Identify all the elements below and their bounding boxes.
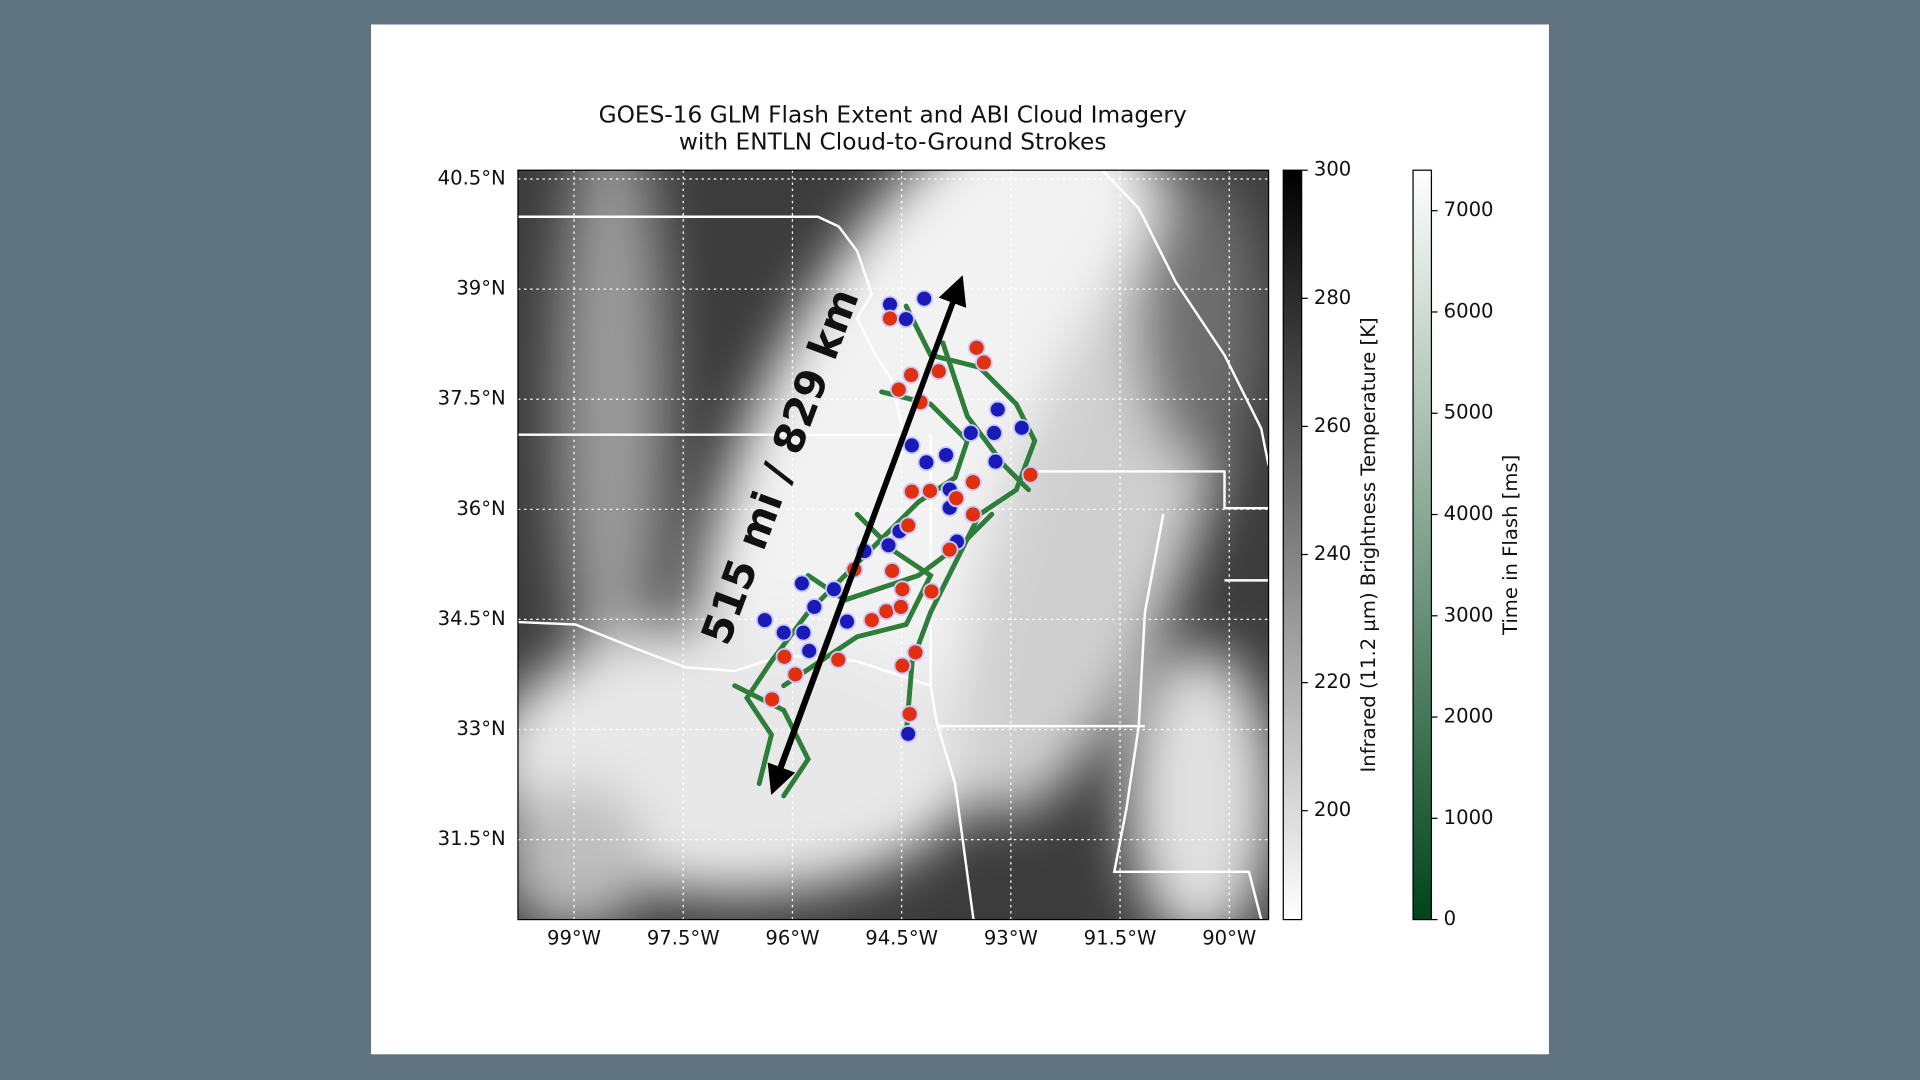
cg-stroke	[775, 647, 794, 666]
colorbar	[1412, 169, 1433, 921]
colorbar-tick-label: 240	[1314, 542, 1351, 565]
x-tick-label: 94.5°W	[865, 927, 938, 950]
colorbar-label: Infrared (11.2 µm) Brightness Temperatur…	[1357, 317, 1380, 772]
x-tick-label: 93°W	[984, 927, 1038, 950]
cg-stroke	[892, 598, 910, 616]
x-tick-label: 90°W	[1202, 927, 1256, 950]
cg-stroke	[900, 705, 919, 723]
x-tick-label: 96°W	[765, 927, 819, 950]
colorbar-tick-label: 4000	[1444, 502, 1494, 525]
cg-stroke	[805, 598, 824, 616]
cg-stroke	[899, 725, 918, 743]
colorbar-tick-label: 300	[1314, 158, 1351, 181]
cg-stroke	[793, 574, 811, 593]
cg-stroke	[755, 611, 774, 630]
x-tick-label: 99°W	[547, 927, 601, 950]
cg-stroke	[940, 540, 959, 559]
cg-stroke	[838, 612, 856, 631]
cg-stroke	[877, 602, 896, 621]
colorbar-tick-label: 6000	[1444, 299, 1494, 322]
cg-stroke	[967, 338, 986, 357]
cg-stroke	[922, 582, 941, 601]
state-borders	[517, 170, 1269, 920]
subtitle: with ENTLN Cloud-to-Ground Strokes	[679, 128, 1107, 155]
cg-stroke	[883, 562, 902, 580]
cg-stroke	[889, 380, 908, 399]
cg-stroke	[829, 650, 848, 669]
colorbar-label: Time in Flash [ms]	[1499, 455, 1522, 636]
cg-stroke	[763, 690, 781, 709]
cg-stroke	[825, 580, 843, 599]
map-frame	[517, 169, 1270, 921]
cg-stroke	[915, 289, 934, 308]
x-tick-label: 91.5°W	[1084, 927, 1157, 950]
cg-stroke	[897, 310, 915, 329]
cg-stroke	[986, 452, 1005, 471]
cg-stroke	[961, 424, 980, 442]
cg-stroke	[893, 580, 912, 599]
colorbar-tick-label: 260	[1314, 414, 1351, 437]
y-tick-label: 33°N	[456, 717, 505, 740]
cg-stroke	[786, 665, 805, 684]
y-tick-label: 39°N	[456, 277, 505, 300]
cg-stroke	[800, 642, 819, 660]
colorbar	[1282, 169, 1303, 921]
cg-stroke	[964, 473, 982, 492]
cg-stroke	[929, 362, 948, 381]
cg-stroke	[774, 623, 793, 642]
colorbar-tick-label: 280	[1314, 286, 1351, 309]
title: GOES-16 GLM Flash Extent and ABI Cloud I…	[599, 101, 1187, 128]
cg-stroke	[947, 489, 966, 508]
cg-stroke	[902, 482, 921, 501]
cg-stroke	[988, 400, 1007, 419]
y-tick-label: 31.5°N	[438, 827, 506, 850]
cg-stroke	[906, 643, 925, 662]
cg-stroke	[899, 516, 918, 535]
cg-stroke	[964, 505, 982, 524]
cg-stroke	[917, 453, 936, 472]
y-tick-label: 40.5°N	[438, 167, 506, 190]
cg-stroke	[921, 482, 939, 500]
cg-stroke	[893, 656, 912, 675]
cg-stroke	[985, 424, 1003, 442]
colorbar-tick-label: 1000	[1444, 806, 1494, 829]
colorbar-tick-label: 2000	[1444, 705, 1494, 728]
y-tick-label: 37.5°N	[438, 387, 506, 410]
cg-stroke	[1012, 418, 1031, 437]
y-tick-label: 34.5°N	[438, 607, 506, 630]
cg-stroke	[879, 536, 898, 555]
colorbar-tick-label: 220	[1314, 670, 1351, 693]
colorbar-tick-label: 3000	[1444, 603, 1494, 626]
cg-stroke	[937, 446, 955, 464]
cg-stroke	[794, 623, 813, 642]
y-tick-label: 36°N	[456, 497, 505, 520]
colorbar-tick-label: 0	[1444, 907, 1456, 930]
cg-stroke	[975, 353, 993, 372]
cg-stroke	[881, 309, 899, 328]
cg-stroke	[902, 366, 920, 384]
colorbar-tick-label: 200	[1314, 798, 1351, 821]
cg-stroke	[902, 436, 921, 455]
cg-stroke	[862, 611, 881, 630]
satellite-imagery	[517, 170, 1269, 920]
distance-arrow	[771, 275, 967, 785]
colorbar-tick-label: 5000	[1444, 401, 1494, 424]
colorbar-tick-label: 7000	[1444, 198, 1494, 221]
x-tick-label: 97.5°W	[647, 927, 720, 950]
cg-stroke	[1021, 465, 1040, 484]
